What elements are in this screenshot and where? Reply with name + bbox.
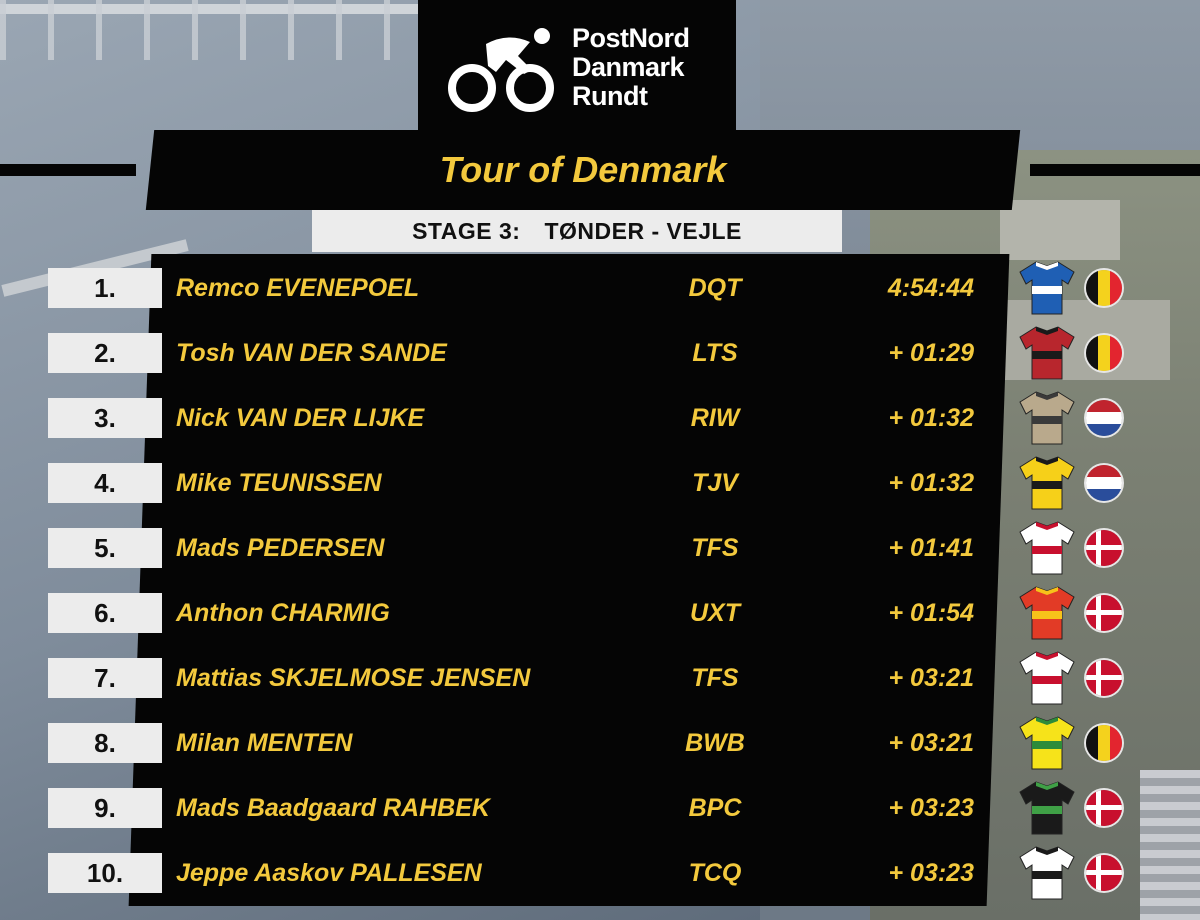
team-code: TCQ xyxy=(688,858,742,887)
belgium-flag-icon xyxy=(1086,270,1122,306)
finish-time: + 03:23 xyxy=(888,793,975,822)
team-kit xyxy=(1006,453,1124,511)
rider-name: Mads PEDERSEN xyxy=(176,533,385,562)
logo-wordmark: PostNord Danmark Rundt xyxy=(572,24,690,111)
jersey-icon xyxy=(1019,261,1075,315)
finish-time: + 03:23 xyxy=(888,858,975,887)
jersey-icon xyxy=(1019,326,1075,380)
team-code: TJV xyxy=(692,468,738,497)
rider-name: Nick VAN DER LIJKE xyxy=(176,403,425,432)
team-code: TFS xyxy=(691,533,739,562)
rank-cell: 2. xyxy=(48,333,162,373)
denmark-flag-icon xyxy=(1086,530,1122,566)
netherlands-flag-icon xyxy=(1086,465,1122,501)
rank-cell: 4. xyxy=(48,463,162,503)
team-kit xyxy=(1006,843,1124,901)
team-code: DQT xyxy=(688,273,742,302)
rider-name: Jeppe Aaskov PALLESEN xyxy=(176,858,482,887)
table-row: 7. Mattias SKJELMOSE JENSEN TFS + 03:21 xyxy=(0,651,1200,705)
finish-time: + 01:54 xyxy=(888,598,975,627)
rank-cell: 8. xyxy=(48,723,162,763)
finish-time: + 01:32 xyxy=(888,468,975,497)
jersey-icon xyxy=(1019,781,1075,835)
team-code: BPC xyxy=(688,793,742,822)
denmark-flag-icon xyxy=(1086,790,1122,826)
cyclist-logo-icon xyxy=(448,28,554,112)
finish-time: + 01:29 xyxy=(888,338,975,367)
team-code: LTS xyxy=(692,338,738,367)
team-kit xyxy=(1006,323,1124,381)
page-title: Tour of Denmark xyxy=(439,149,727,190)
rider-name: Mattias SKJELMOSE JENSEN xyxy=(176,663,531,692)
jersey-icon xyxy=(1019,586,1075,640)
logo-line-2: Danmark xyxy=(572,52,685,82)
jersey-icon xyxy=(1019,391,1075,445)
rank-cell: 5. xyxy=(48,528,162,568)
finish-time: + 03:21 xyxy=(888,663,975,692)
table-row: 8. Milan MENTEN BWB + 03:21 xyxy=(0,716,1200,770)
table-row: 9. Mads Baadgaard RAHBEK BPC + 03:23 xyxy=(0,781,1200,835)
table-row: 1. Remco EVENEPOEL DQT 4:54:44 xyxy=(0,261,1200,315)
team-kit xyxy=(1006,583,1124,641)
background-roof xyxy=(1000,200,1120,260)
rider-name: Tosh VAN DER SANDE xyxy=(176,338,447,367)
logo-line-3: Rundt xyxy=(572,81,648,111)
rider-name: Mike TEUNISSEN xyxy=(176,468,382,497)
belgium-flag-icon xyxy=(1086,725,1122,761)
team-kit xyxy=(1006,713,1124,771)
table-row: 10. Jeppe Aaskov PALLESEN TCQ + 03:23 xyxy=(0,846,1200,900)
rank-cell: 9. xyxy=(48,788,162,828)
event-logo: PostNord Danmark Rundt xyxy=(418,0,736,132)
finish-time: + 01:41 xyxy=(888,533,975,562)
finish-time: + 03:21 xyxy=(888,728,975,757)
background-bridge-pillars xyxy=(0,0,420,60)
rider-name: Milan MENTEN xyxy=(176,728,353,757)
jersey-icon xyxy=(1019,456,1075,510)
team-kit xyxy=(1006,258,1124,316)
netherlands-flag-icon xyxy=(1086,400,1122,436)
stage-info: STAGE 3: TØNDER - VEJLE xyxy=(312,210,842,252)
finish-time: 4:54:44 xyxy=(887,273,974,302)
team-code: RIW xyxy=(690,403,740,432)
stage-route: TØNDER - VEJLE xyxy=(544,217,742,244)
table-row: 2. Tosh VAN DER SANDE LTS + 01:29 xyxy=(0,326,1200,380)
jersey-icon xyxy=(1019,521,1075,575)
team-kit xyxy=(1006,778,1124,836)
team-code: BWB xyxy=(685,728,745,757)
title-side-bar-left xyxy=(0,164,136,176)
finish-time: + 01:32 xyxy=(888,403,975,432)
stage-label: STAGE 3: xyxy=(412,217,521,244)
team-code: UXT xyxy=(690,598,740,627)
rank-cell: 10. xyxy=(48,853,162,893)
rider-name: Mads Baadgaard RAHBEK xyxy=(176,793,490,822)
denmark-flag-icon xyxy=(1086,855,1122,891)
team-kit xyxy=(1006,648,1124,706)
jersey-icon xyxy=(1019,846,1075,900)
logo-line-1: PostNord xyxy=(572,23,690,53)
rank-cell: 7. xyxy=(48,658,162,698)
table-row: 3. Nick VAN DER LIJKE RIW + 01:32 xyxy=(0,391,1200,445)
table-row: 6. Anthon CHARMIG UXT + 01:54 xyxy=(0,586,1200,640)
rank-cell: 1. xyxy=(48,268,162,308)
team-kit xyxy=(1006,518,1124,576)
rider-name: Remco EVENEPOEL xyxy=(176,273,420,302)
jersey-icon xyxy=(1019,716,1075,770)
jersey-icon xyxy=(1019,651,1075,705)
denmark-flag-icon xyxy=(1086,660,1122,696)
rank-cell: 6. xyxy=(48,593,162,633)
rank-cell: 3. xyxy=(48,398,162,438)
background-building xyxy=(1140,770,1200,920)
team-kit xyxy=(1006,388,1124,446)
table-row: 4. Mike TEUNISSEN TJV + 01:32 xyxy=(0,456,1200,510)
title-side-bar-right xyxy=(1030,164,1200,176)
rider-name: Anthon CHARMIG xyxy=(176,598,390,627)
team-code: TFS xyxy=(691,663,739,692)
belgium-flag-icon xyxy=(1086,335,1122,371)
table-row: 5. Mads PEDERSEN TFS + 01:41 xyxy=(0,521,1200,575)
denmark-flag-icon xyxy=(1086,595,1122,631)
